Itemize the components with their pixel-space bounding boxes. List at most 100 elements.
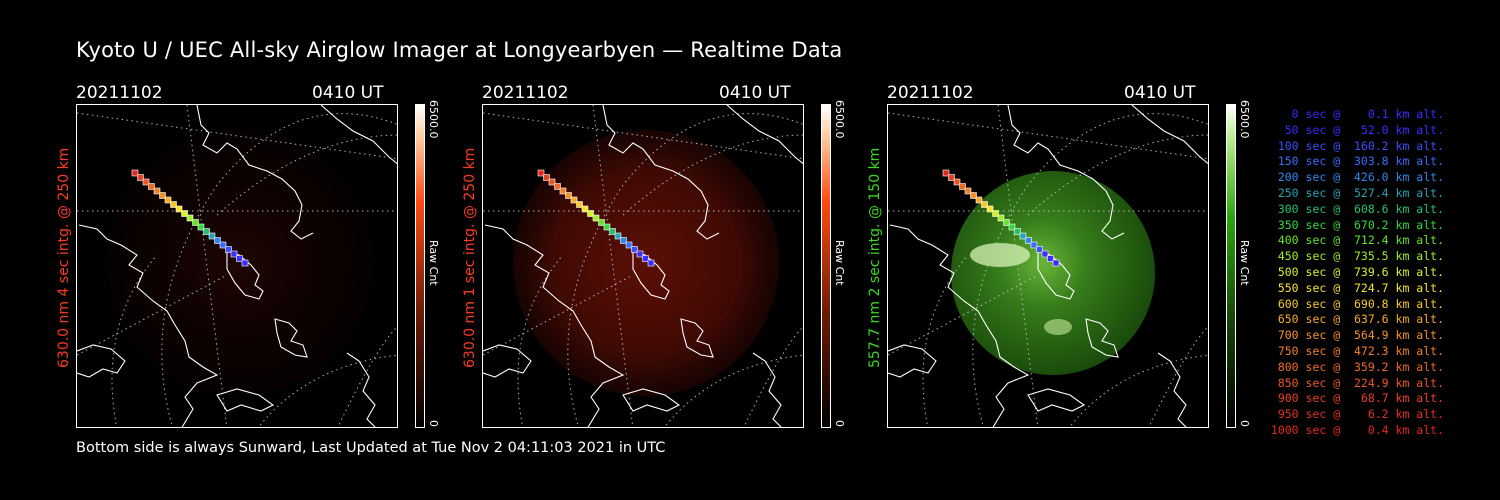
track-point: [148, 183, 155, 190]
track-point: [170, 201, 177, 208]
grid-line: [972, 113, 1208, 427]
legend-row: 450 sec @ 735.5 km alt.: [1270, 249, 1444, 264]
colorbar-3-max: 6500.0: [1238, 100, 1251, 139]
grid-line: [111, 254, 158, 427]
track-point: [137, 174, 144, 181]
panel-3-time: 0410 UT: [1124, 83, 1196, 103]
track-point: [175, 205, 183, 213]
grid-line: [888, 112, 1208, 160]
panel-1-date: 20211102: [76, 83, 163, 103]
track-point: [587, 210, 594, 217]
aurora-patch: [1044, 319, 1072, 335]
airglow-region: [951, 171, 1155, 375]
track-point: [153, 187, 161, 195]
legend-row: 750 sec @ 472.3 km alt.: [1270, 343, 1444, 358]
coastline: [602, 105, 720, 240]
legend-row: 0 sec @ 0.1 km alt.: [1270, 107, 1444, 121]
track-point: [208, 232, 216, 240]
panel-1-sky-map: [77, 105, 397, 427]
coastline: [888, 344, 937, 378]
colorbar-1-max: 6500.0: [427, 100, 440, 139]
track-point: [236, 255, 243, 262]
panel-2-image: [482, 104, 804, 428]
track-point: [1052, 259, 1060, 267]
panel-2-time: 0410 UT: [719, 83, 791, 103]
coastline: [1027, 388, 1086, 412]
panel-3-image: [887, 104, 1209, 428]
coastline: [622, 388, 681, 412]
colorbar-3-unit: Raw Cnt: [1238, 240, 1251, 286]
coastlines: [77, 105, 397, 427]
panel-2-wavelength-label: 630.0 nm 1 sec intg. @ 250 km: [462, 147, 478, 368]
track-point: [570, 196, 578, 204]
grid-line: [922, 254, 969, 427]
track-point: [164, 196, 172, 204]
legend-row: 950 sec @ 6.2 km alt.: [1270, 407, 1444, 422]
track-point: [241, 259, 249, 267]
track-point: [159, 192, 166, 199]
track-point: [1036, 246, 1043, 253]
track-point: [219, 241, 227, 249]
coastline: [889, 224, 1030, 427]
track-point: [598, 219, 605, 226]
coastline: [726, 105, 803, 165]
legend-row: 250 sec @ 527.4 km alt.: [1270, 185, 1444, 200]
track-point: [142, 178, 150, 186]
grid-line: [517, 254, 564, 427]
legend-row: 800 sec @ 359.2 km alt.: [1270, 359, 1444, 374]
aurora-arc: [970, 243, 1030, 267]
track-point: [625, 241, 633, 249]
coastlines: [888, 105, 1208, 427]
track-point: [186, 214, 194, 222]
legend-row: 850 sec @ 224.9 km alt.: [1270, 375, 1444, 390]
track-point: [953, 178, 961, 186]
grid-lines: [483, 105, 803, 427]
coastline: [1157, 352, 1187, 427]
panel-2-colorbar: [821, 104, 831, 428]
panel-3-colorbar: [1226, 104, 1236, 428]
grid-line: [622, 134, 803, 216]
coastline: [274, 318, 308, 358]
track-point: [975, 196, 983, 204]
colorbar-3-min: 0: [1238, 420, 1251, 427]
coastline: [483, 344, 532, 378]
colorbar-2-max: 6500.0: [833, 100, 846, 139]
track-point: [642, 255, 649, 262]
coastline: [752, 352, 782, 427]
track-point: [131, 169, 139, 177]
legend-row: 550 sec @ 724.7 km alt.: [1270, 280, 1444, 295]
grid-line: [1027, 134, 1208, 216]
panel-3-sky-map: [888, 105, 1208, 427]
track-point: [986, 205, 994, 213]
grid-lines: [77, 105, 397, 427]
coastline: [77, 344, 126, 378]
coastline: [1131, 105, 1208, 165]
panel-3-date: 20211102: [887, 83, 974, 103]
track-point: [559, 187, 567, 195]
coastline: [346, 352, 376, 427]
grid-line: [77, 112, 397, 160]
track-point: [997, 214, 1005, 222]
panel-1-image: [76, 104, 398, 428]
trajectory-track: [131, 169, 249, 267]
track-point: [537, 169, 545, 177]
track-point: [203, 228, 210, 235]
coastline: [1085, 318, 1119, 358]
track-point: [970, 192, 977, 199]
track-point: [992, 210, 999, 217]
colorbar-2-unit: Raw Cnt: [833, 240, 846, 286]
colorbar-1-unit: Raw Cnt: [427, 240, 440, 286]
track-point: [1014, 228, 1021, 235]
track-point: [1008, 223, 1016, 231]
track-point: [1019, 232, 1027, 240]
panel-1-wavelength-label: 630.0 nm 4 sec intg. @ 250 km: [56, 147, 72, 368]
coastline: [78, 224, 219, 427]
grid-line: [216, 134, 397, 216]
track-point: [631, 246, 638, 253]
grid-line: [888, 274, 1039, 356]
track-point: [548, 178, 556, 186]
colorbar-2-min: 0: [833, 420, 846, 427]
legend-row: 350 sec @ 670.2 km alt.: [1270, 217, 1444, 232]
coastlines: [483, 105, 803, 427]
track-point: [942, 169, 950, 177]
